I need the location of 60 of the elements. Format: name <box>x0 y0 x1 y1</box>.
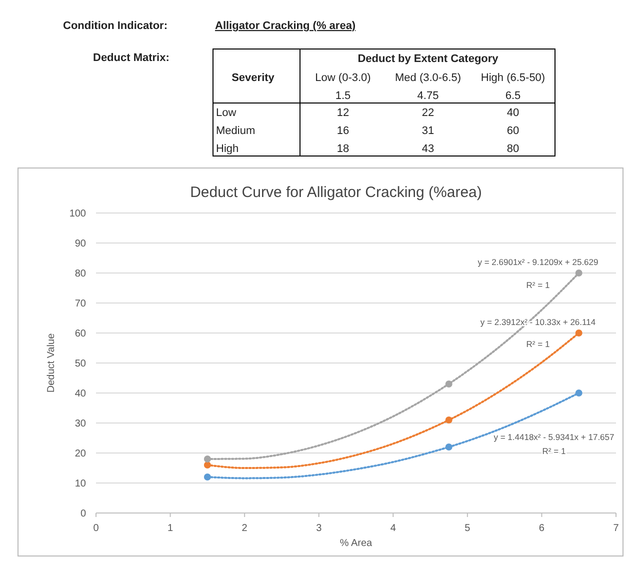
annotation: R² = 1 <box>542 446 566 456</box>
y-tick-label: 30 <box>74 418 86 430</box>
x-tick-label: 4 <box>390 523 396 534</box>
point <box>204 474 211 480</box>
annotation: y = 1.4418x² - 5.9341x + 17.657 <box>494 432 615 442</box>
point <box>204 462 211 468</box>
text: Alligator Cracking (% area) <box>215 20 356 32</box>
y-tick-label: 90 <box>74 238 86 250</box>
text: Low <box>216 107 236 119</box>
y-tick-label: 100 <box>69 208 86 220</box>
text: Medium <box>216 125 256 137</box>
text: 16 <box>336 125 350 137</box>
text: 22 <box>422 107 434 119</box>
x-tick-label: 7 <box>613 523 620 534</box>
point <box>575 270 582 276</box>
text: Low (0-3.0) <box>315 72 371 84</box>
x-tick-label: 6 <box>538 523 545 534</box>
y-tick-label: 40 <box>74 388 86 400</box>
text: 40 <box>506 107 520 119</box>
x-tick-label: 5 <box>464 523 471 534</box>
text: Condition Indicator: <box>63 20 168 32</box>
x-tick-label: 1 <box>168 523 174 534</box>
text: Deduct Matrix: <box>93 52 170 64</box>
text: 80 <box>506 143 520 155</box>
y-tick-label: 50 <box>74 358 86 370</box>
text: Severity <box>232 72 276 84</box>
y-tick-label: 60 <box>74 328 86 340</box>
y-tick-label: 80 <box>74 268 86 280</box>
annotation: R² = 1 <box>526 280 550 290</box>
text: 31 <box>422 125 434 137</box>
point <box>204 456 211 462</box>
text: High (6.5-50) <box>480 72 546 84</box>
text: 60 <box>506 125 520 137</box>
annotation: y = 2.3912x² - 10.33x + 26.114 <box>480 317 596 327</box>
point <box>575 390 582 396</box>
text: High <box>216 143 239 155</box>
point <box>445 380 452 388</box>
point <box>445 416 452 424</box>
text: 6.5 <box>505 90 521 102</box>
y-tick-label: 20 <box>74 448 86 460</box>
text: Med (3.0-6.5) <box>394 72 462 84</box>
x-tick-label: 3 <box>316 523 322 534</box>
text: 4.75 <box>417 90 439 102</box>
y-tick-label: 10 <box>74 478 86 490</box>
x-tick-label: 2 <box>242 523 248 534</box>
text: Deduct by Extent Category <box>358 53 500 65</box>
text: 1.5 <box>335 90 351 102</box>
y-tick-label: 70 <box>74 298 86 310</box>
y-tick-label: 0 <box>80 508 86 520</box>
y-axis-title: Deduct Value <box>46 332 57 393</box>
chart-title: Deduct Curve for Alligator Cracking (%area) <box>190 184 482 201</box>
text: 12 <box>336 107 350 119</box>
annotation: y = 2.6901x² - 9.1209x + 25.629 <box>478 257 599 267</box>
text: 43 <box>422 143 434 155</box>
point <box>445 444 452 450</box>
point <box>575 330 582 336</box>
x-axis-title: % Area <box>340 538 373 549</box>
annotation: R² = 1 <box>526 339 550 349</box>
x-tick-label: 0 <box>93 523 100 534</box>
text: 18 <box>336 143 350 155</box>
